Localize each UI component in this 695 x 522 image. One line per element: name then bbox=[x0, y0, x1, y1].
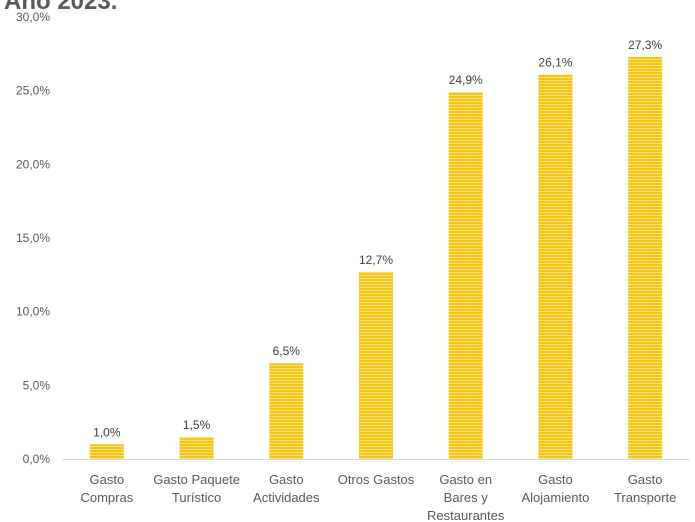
x-tick-label: Transporte bbox=[614, 490, 676, 505]
y-tick-label: 5,0% bbox=[23, 378, 51, 392]
data-label: 26,1% bbox=[538, 55, 572, 69]
x-tick-label: Gasto Paquete bbox=[153, 472, 240, 487]
x-tick-label: Otros Gastos bbox=[338, 472, 415, 487]
x-tick-label: Gasto bbox=[269, 472, 304, 487]
data-label: 1,5% bbox=[183, 418, 211, 432]
y-tick-label: 20,0% bbox=[16, 157, 50, 171]
bar bbox=[628, 56, 663, 459]
data-label: 12,7% bbox=[359, 253, 393, 267]
x-tick-label: Gasto bbox=[90, 472, 125, 487]
data-label: 1,0% bbox=[93, 425, 121, 439]
bar bbox=[179, 436, 214, 459]
x-tick-label: Restaurantes bbox=[427, 508, 505, 522]
data-label: 6,5% bbox=[273, 344, 301, 358]
bar bbox=[538, 74, 573, 460]
x-tick-label: Alojamiento bbox=[521, 490, 589, 505]
data-label: 27,3% bbox=[628, 38, 662, 52]
x-tick-label: Actividades bbox=[253, 490, 320, 505]
y-tick-label: 10,0% bbox=[16, 305, 50, 319]
x-tick-label: Gasto bbox=[628, 472, 663, 487]
bar bbox=[269, 363, 304, 459]
x-tick-label: Bares y bbox=[444, 490, 489, 505]
y-tick-label: 15,0% bbox=[16, 231, 50, 245]
bar bbox=[89, 444, 124, 459]
y-tick-label: 25,0% bbox=[16, 84, 50, 98]
x-tick-label: Turístico bbox=[172, 490, 221, 505]
bar bbox=[448, 92, 483, 459]
x-tick-label: Gasto bbox=[538, 472, 573, 487]
y-tick-label: 0,0% bbox=[23, 452, 51, 466]
x-axis: Gasto Compras Gasto Paquete Turístico Gasto A… bbox=[62, 459, 690, 522]
bar bbox=[359, 271, 393, 459]
data-label: 24,9% bbox=[449, 73, 483, 87]
y-tick-label: 30,0% bbox=[16, 10, 50, 24]
bars: 1,0% 1,5% 6,5% 12,7% 24,9% 26,1% 27,3% bbox=[89, 38, 663, 460]
x-tick-label: Compras bbox=[80, 490, 133, 505]
y-axis: 0,0% 5,0% 10,0% 15,0% 20,0% 25,0% 30,0% bbox=[16, 10, 50, 466]
chart-title: Año 2023. bbox=[4, 0, 118, 15]
x-tick-label: Gasto en bbox=[439, 472, 492, 487]
